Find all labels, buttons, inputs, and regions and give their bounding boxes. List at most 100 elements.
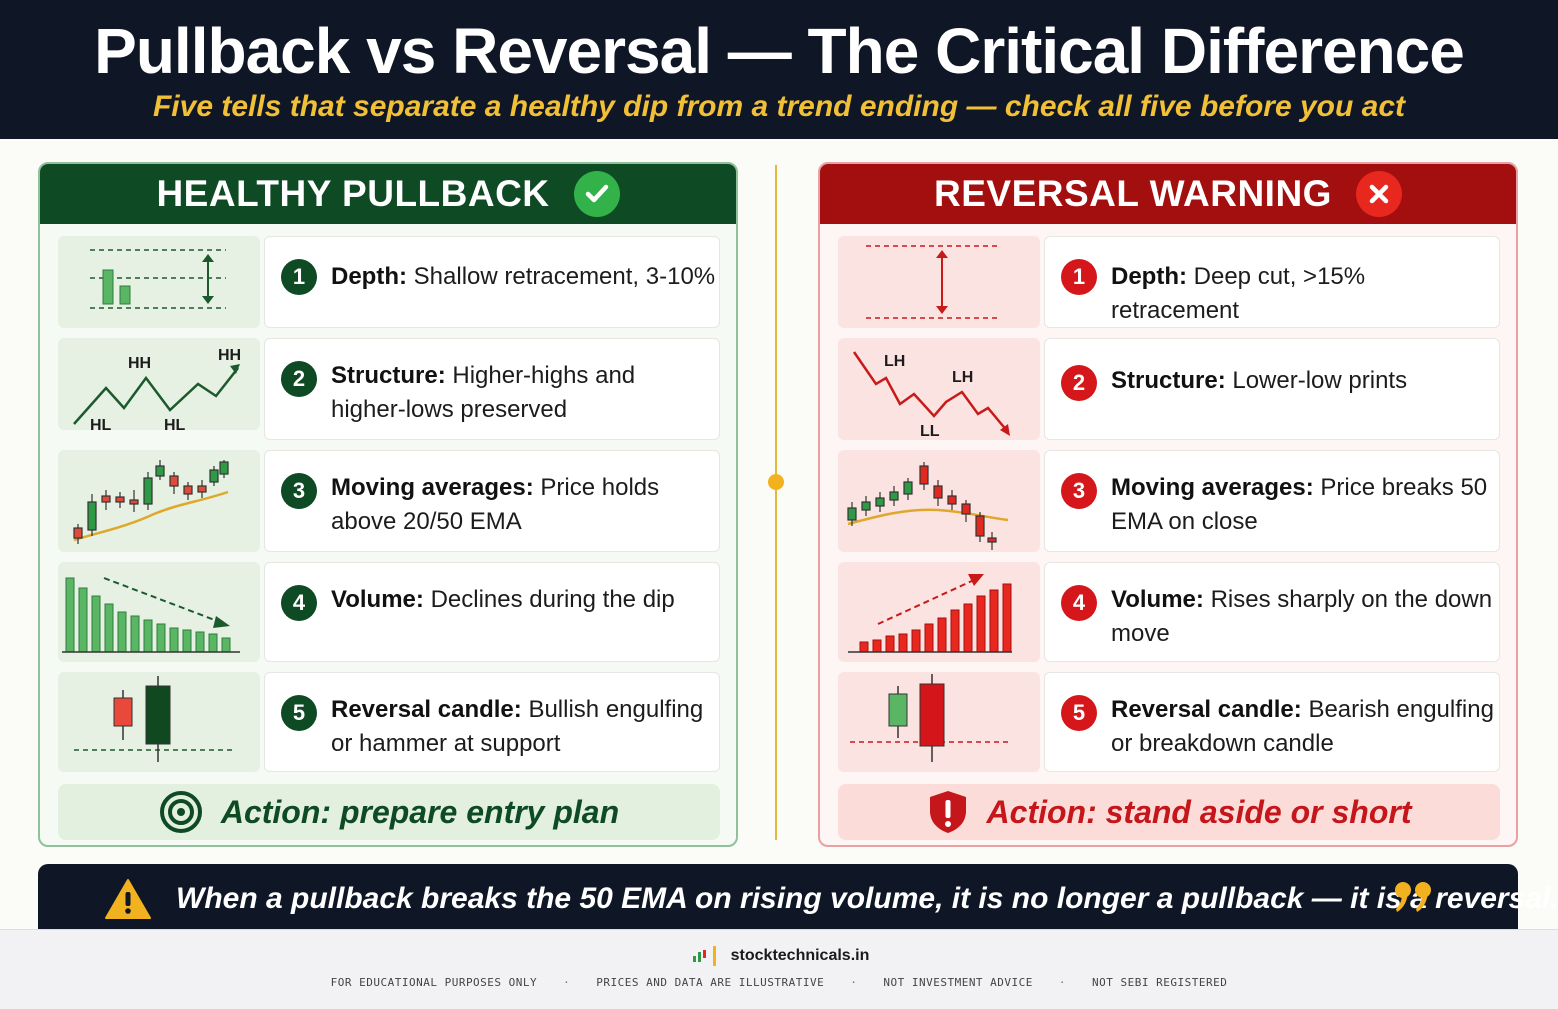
disclaimer-item: FOR EDUCATIONAL PURPOSES ONLY (330, 976, 538, 989)
row-label: Reversal candle: (331, 696, 522, 723)
brand-logo-icon (689, 946, 723, 966)
check-icon (573, 171, 620, 217)
pullback-row-volume: 4 Volume: Declines during the dip (58, 562, 720, 662)
reversal-volume-card: 4 Volume: Rises sharply on the down move (1044, 562, 1500, 662)
row-label: Depth: (1111, 263, 1187, 290)
row-label: Structure: (331, 362, 446, 389)
chart-label-hh-1: HH (128, 355, 151, 372)
row-text: Bearish engulfing or breakdown candle (1111, 696, 1494, 757)
chart-label-hl-2: HL (164, 417, 186, 434)
reversal-warning-panel: REVERSAL WARNING 1 Depth: Deep cut, >15%… (818, 162, 1518, 847)
healthy-pullback-header: HEALTHY PULLBACK (40, 164, 736, 224)
center-divider (775, 165, 777, 840)
reversal-depth-card: 1 Depth: Deep cut, >15% retracement (1044, 236, 1500, 328)
step-number: 4 (281, 585, 317, 621)
bearish-engulfing-icon (838, 672, 1040, 772)
row-label: Structure: (1111, 367, 1226, 394)
pullback-depth-card: 1 Depth: Shallow retracement, 3-10% (264, 236, 720, 328)
reversal-row-structure: LH LH LL 2 Structure: Lower-low prints (838, 338, 1500, 440)
quote-icon (1394, 878, 1434, 916)
chart-label-ll: LL (920, 423, 940, 440)
row-text: Lower-low prints (1232, 367, 1408, 394)
shield-alert-icon (927, 789, 969, 835)
pullback-row-reversal-candle: 5 Reversal candle: Bullish engulfing or … (58, 672, 720, 772)
lower-lows-icon: LH LH LL (838, 338, 1040, 440)
reversal-row-volume: 4 Volume: Rises sharply on the down move (838, 562, 1500, 662)
chart-label-lh-2: LH (952, 369, 973, 386)
ema-break-candles-icon (838, 450, 1040, 552)
key-insight-text: When a pullback breaks the 50 EMA on ris… (176, 882, 1558, 915)
disclaimer-item: NOT INVESTMENT ADVICE (883, 976, 1033, 989)
higher-highs-icon: HH HH HL HL (58, 338, 260, 434)
step-number: 1 (281, 259, 317, 295)
pullback-structure-card: 2 Structure: Higher-highs and higher-low… (264, 338, 720, 440)
step-number: 1 (1061, 259, 1097, 295)
reversal-ema-card: 3 Moving averages: Price breaks 50 EMA o… (1044, 450, 1500, 552)
chart-label-lh-1: LH (884, 353, 905, 370)
row-label: Volume: (1111, 586, 1204, 613)
row-text: Declines during the dip (430, 586, 675, 613)
row-text: Rises sharply on the down move (1111, 586, 1493, 647)
key-insight-banner: When a pullback breaks the 50 EMA on ris… (38, 864, 1558, 932)
reversal-warning-title: REVERSAL WARNING (934, 173, 1332, 214)
step-number: 3 (1061, 473, 1097, 509)
row-text: Higher-highs and higher-lows preserved (331, 362, 636, 423)
header: Pullback vs Reversal — The Critical Diff… (0, 0, 1558, 139)
row-label: Moving averages: (1111, 474, 1314, 501)
row-label: Reversal candle: (1111, 696, 1302, 723)
pullback-action: Action: prepare entry plan (58, 784, 720, 840)
reversal-warning-header: REVERSAL WARNING (820, 164, 1516, 224)
declining-volume-icon (58, 562, 260, 662)
deep-cut-icon (838, 236, 1040, 328)
pullback-action-text: Action: prepare entry plan (220, 793, 620, 830)
reversal-row-reversal-candle: 5 Reversal candle: Bearish engulfing or … (838, 672, 1500, 772)
pullback-volume-card: 4 Volume: Declines during the dip (264, 562, 720, 662)
bullish-engulfing-icon (58, 672, 260, 772)
separator-dot: · (1058, 976, 1067, 989)
shallow-depth-icon (58, 236, 260, 328)
step-number: 5 (1061, 695, 1097, 731)
row-label: Depth: (331, 263, 407, 290)
separator-dot: · (850, 976, 858, 989)
reversal-row-moving-averages: 3 Moving averages: Price breaks 50 EMA o… (838, 450, 1500, 552)
pullback-row-structure: HH HH HL HL 2 Structure: Higher-highs an… (58, 338, 720, 440)
row-text: Price breaks 50 EMA on close (1111, 474, 1488, 535)
brand-name[interactable]: stocktechnicals.in (730, 947, 870, 964)
pullback-candle-card: 5 Reversal candle: Bullish engulfing or … (264, 672, 720, 772)
page-subtitle: Five tells that separate a healthy dip f… (152, 90, 1406, 123)
page-title: Pullback vs Reversal — The Critical Diff… (94, 15, 1465, 87)
footer: stocktechnicals.in FOR EDUCATIONAL PURPO… (0, 929, 1558, 1009)
healthy-pullback-panel: HEALTHY PULLBACK 1 Depth: Shallow retrac… (38, 162, 738, 847)
step-number: 4 (1061, 585, 1097, 621)
center-divider-dot (768, 474, 784, 490)
warning-icon (104, 878, 152, 920)
healthy-pullback-title: HEALTHY PULLBACK (156, 173, 550, 214)
row-label: Volume: (331, 586, 424, 613)
step-number: 3 (281, 473, 317, 509)
reversal-structure-card: 2 Structure: Lower-low prints (1044, 338, 1500, 440)
ema-hold-candles-icon (58, 450, 260, 552)
row-text: Bullish engulfing or hammer at support (331, 696, 704, 757)
step-number: 5 (281, 695, 317, 731)
disclaimer-item: NOT SEBI REGISTERED (1092, 976, 1228, 989)
disclaimer-row: FOR EDUCATIONAL PURPOSES ONLY · PRICES A… (0, 976, 1558, 989)
reversal-candle-card: 5 Reversal candle: Bearish engulfing or … (1044, 672, 1500, 772)
row-label: Moving averages: (331, 474, 534, 501)
row-text: Shallow retracement, 3-10% (413, 263, 716, 290)
step-number: 2 (281, 361, 317, 397)
row-text: Price holds above 20/50 EMA (331, 474, 660, 535)
rising-volume-icon (838, 562, 1040, 662)
pullback-ema-card: 3 Moving averages: Price holds above 20/… (264, 450, 720, 552)
x-icon (1355, 171, 1402, 217)
pullback-row-depth: 1 Depth: Shallow retracement, 3-10% (58, 236, 720, 328)
reversal-row-depth: 1 Depth: Deep cut, >15% retracement (838, 236, 1500, 328)
step-number: 2 (1061, 365, 1097, 401)
chart-label-hl-1: HL (90, 417, 112, 434)
target-icon (159, 790, 203, 834)
separator-dot: · (563, 976, 571, 989)
reversal-action-text: Action: stand aside or short (986, 793, 1412, 830)
chart-label-hh-2: HH (218, 347, 241, 364)
reversal-action: Action: stand aside or short (838, 784, 1500, 840)
pullback-row-moving-averages: 3 Moving averages: Price holds above 20/… (58, 450, 720, 552)
row-text: Deep cut, >15% retracement (1111, 263, 1366, 324)
